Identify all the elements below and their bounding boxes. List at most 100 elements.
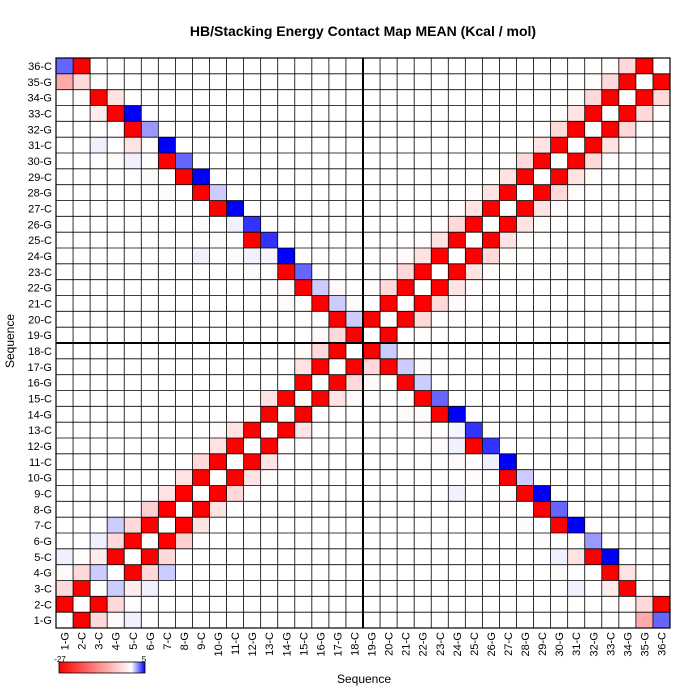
heatmap-cell <box>431 248 449 264</box>
heatmap-cell <box>533 200 551 217</box>
y-tick-label: 32-G <box>28 124 52 136</box>
heatmap-cell <box>601 153 619 169</box>
y-tick-label: 11-C <box>29 457 52 469</box>
heatmap-cell <box>90 564 108 581</box>
heatmap-cell <box>550 548 568 565</box>
heatmap-cell <box>90 596 108 613</box>
heatmap-cell <box>414 327 432 343</box>
heatmap-cell <box>124 137 142 153</box>
heatmap-cell <box>499 216 517 233</box>
heatmap-cell <box>516 232 534 248</box>
heatmap-cell <box>260 453 278 470</box>
heatmap-cell <box>226 248 244 264</box>
heatmap-cell <box>516 485 534 502</box>
heatmap-cell <box>448 295 466 312</box>
heatmap-cell <box>448 200 466 217</box>
heatmap-cell <box>397 279 415 296</box>
heatmap-cell <box>345 374 363 391</box>
heatmap-cell <box>618 121 636 138</box>
heatmap-cell <box>294 279 312 296</box>
x-tick-label: 4-G <box>111 632 123 650</box>
heatmap-cell <box>635 596 653 613</box>
y-tick-label: 5-C <box>34 552 52 564</box>
heatmap-cell <box>107 533 125 549</box>
heatmap-cell <box>243 469 261 486</box>
heatmap-cell <box>294 311 312 328</box>
heatmap-cell <box>567 548 585 565</box>
heatmap-cell <box>345 295 363 312</box>
y-tick-label: 7-C <box>34 520 52 532</box>
heatmap-cell <box>175 168 193 185</box>
heatmap-cell <box>550 168 568 185</box>
heatmap-cell <box>516 517 534 533</box>
x-tick-label: 9-C <box>196 632 208 650</box>
heatmap-cell <box>516 200 534 217</box>
y-tick-label: 20-C <box>28 314 52 326</box>
heatmap-cell <box>345 327 363 343</box>
heatmap-cell <box>124 517 142 533</box>
heatmap-cell <box>584 517 602 533</box>
heatmap-cell <box>124 105 142 122</box>
heatmap-cell <box>380 248 398 264</box>
heatmap-cell <box>584 73 602 90</box>
y-tick-label: 33-C <box>28 108 52 120</box>
heatmap-cell <box>397 248 415 264</box>
heatmap-cell <box>56 580 74 597</box>
heatmap-cell <box>243 216 261 233</box>
heatmap-cell <box>107 105 125 122</box>
heatmap-cell <box>448 438 466 454</box>
heatmap-cell <box>482 232 500 248</box>
heatmap-cell <box>499 168 517 185</box>
heatmap-cell <box>516 137 534 153</box>
heatmap-cell <box>499 501 517 518</box>
y-tick-label: 1-G <box>34 615 52 627</box>
heatmap-cell <box>277 438 295 454</box>
heatmap-cell <box>448 263 466 280</box>
y-axis-label: Sequence <box>3 314 17 368</box>
y-tick-label: 21-C <box>28 298 52 310</box>
heatmap-cell <box>277 422 295 438</box>
y-tick-label: 26-G <box>28 219 52 231</box>
y-tick-label: 29-C <box>28 172 52 184</box>
heatmap-cell <box>328 295 346 312</box>
heatmap-cell <box>618 105 636 122</box>
heatmap-cell <box>584 168 602 185</box>
colorbar-max-label: 5 <box>142 655 147 664</box>
heatmap-cell <box>209 184 227 201</box>
heatmap-cell <box>226 422 244 438</box>
heatmap-cell <box>260 390 278 407</box>
y-tick-label: 24-G <box>28 251 52 263</box>
heatmap-cell <box>533 485 551 502</box>
y-tick-label: 36-C <box>28 61 52 73</box>
heatmap-cell <box>482 168 500 185</box>
y-tick-label: 17-G <box>28 362 52 374</box>
y-tick-label: 16-G <box>28 378 52 390</box>
heatmap-cell <box>499 232 517 248</box>
heatmap-cell <box>516 153 534 169</box>
heatmap-cell <box>380 279 398 296</box>
heatmap-cell <box>414 248 432 264</box>
heatmap-cell <box>567 184 585 201</box>
heatmap-cell <box>550 121 568 138</box>
heatmap-cell <box>414 358 432 375</box>
y-tick-label: 13-C <box>28 425 52 437</box>
heatmap-cell <box>175 485 193 502</box>
x-tick-label: 3-C <box>94 632 106 650</box>
heatmap-cell <box>192 517 210 533</box>
heatmap-cell <box>618 564 636 581</box>
heatmap-cell <box>618 580 636 597</box>
heatmap-cell <box>550 517 568 533</box>
heatmap-cell <box>192 168 210 185</box>
heatmap-cell <box>141 137 159 153</box>
heatmap-cell <box>465 216 483 233</box>
heatmap-cell <box>397 263 415 280</box>
heatmap-cell <box>380 390 398 407</box>
heatmap-cell <box>124 612 142 628</box>
heatmap-cell <box>550 105 568 122</box>
heatmap-cell <box>465 263 483 280</box>
heatmap-cell <box>448 422 466 438</box>
heatmap-cell <box>431 406 449 423</box>
heatmap-cell <box>533 137 551 153</box>
heatmap-cell <box>345 390 363 407</box>
heatmap-cell <box>567 580 585 597</box>
